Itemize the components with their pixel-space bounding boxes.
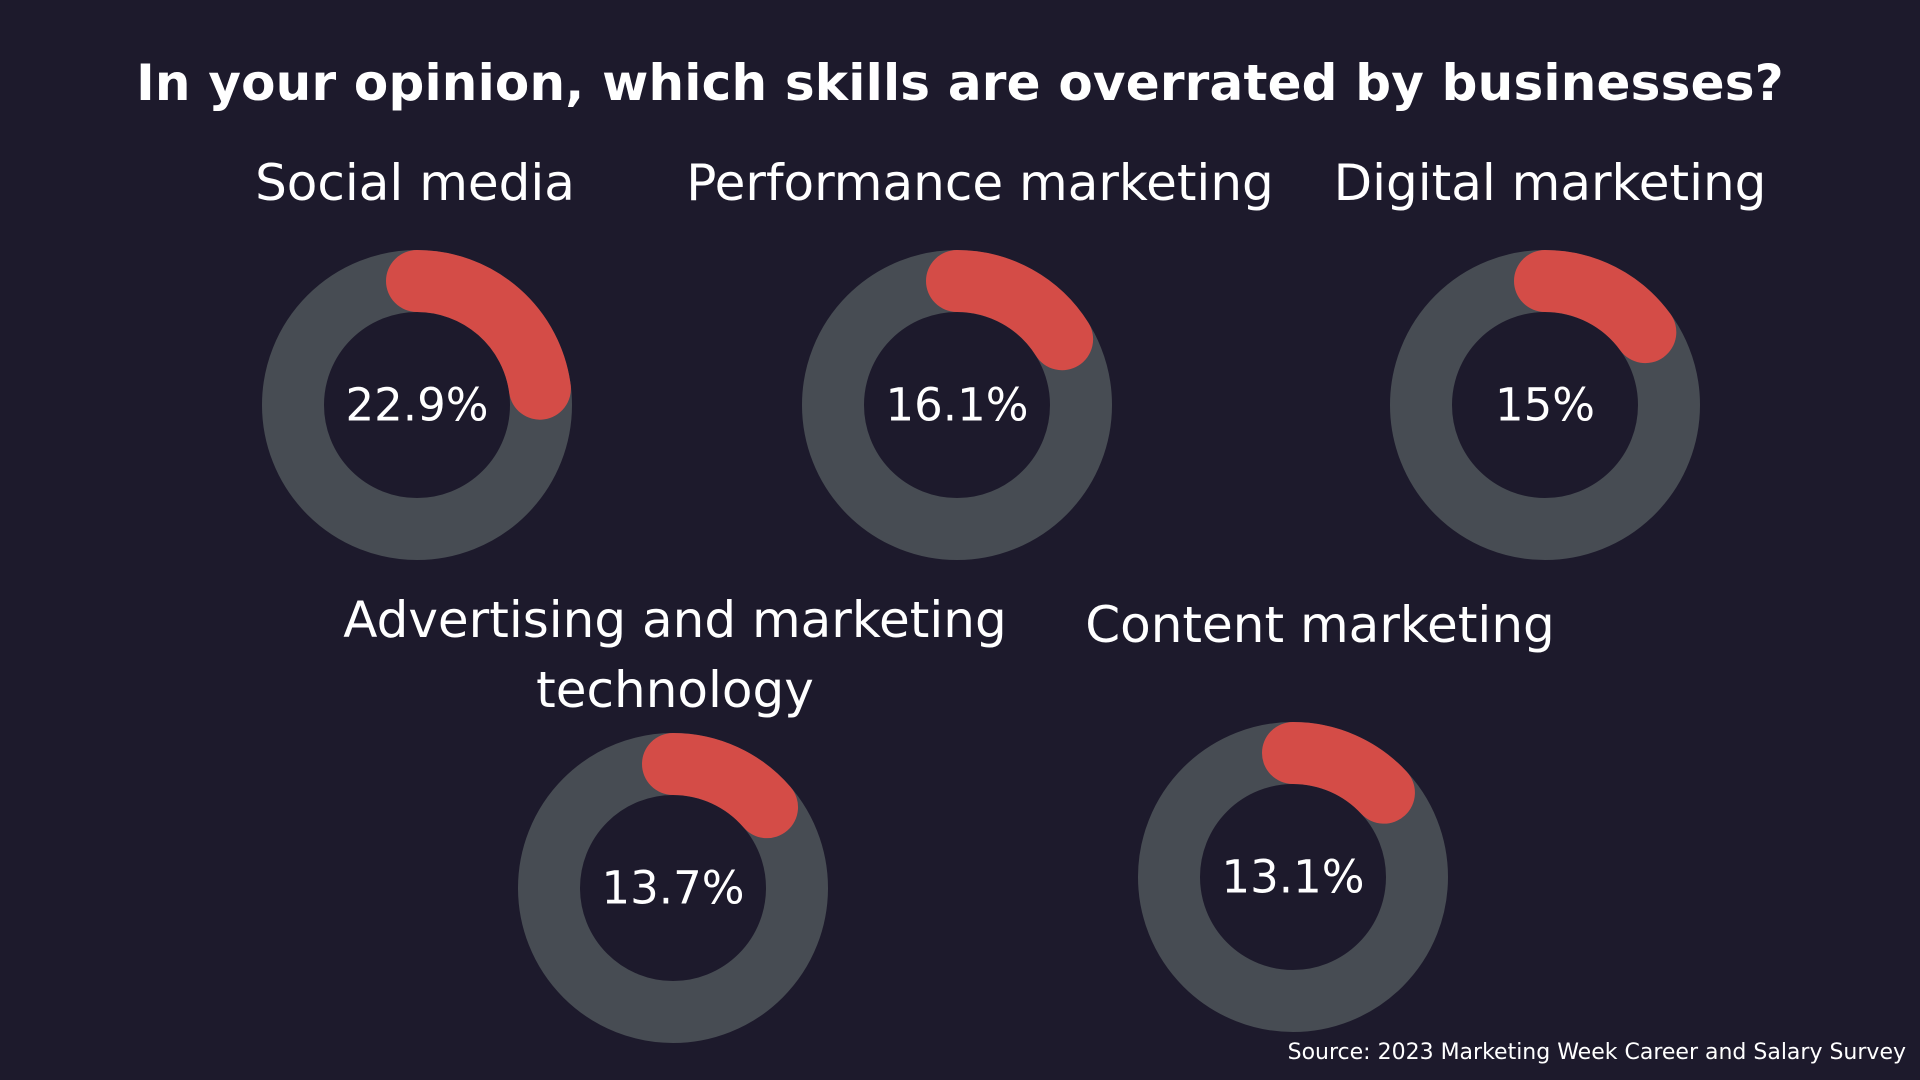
donut-chart-performance-marketing: 16.1% bbox=[802, 250, 1112, 560]
source-note: Source: 2023 Marketing Week Career and S… bbox=[1287, 1040, 1906, 1065]
value-label-social-media: 22.9% bbox=[346, 379, 489, 432]
donut-value-arc bbox=[642, 733, 799, 839]
donut-value-arc bbox=[386, 250, 571, 420]
category-label-performance-marketing: Performance marketing bbox=[686, 154, 1274, 212]
donut-chart-digital-marketing: 15% bbox=[1390, 250, 1700, 560]
donut-value-arc bbox=[1262, 722, 1415, 824]
category-label-social-media: Social media bbox=[255, 154, 575, 212]
value-label-advertising-and-marketing-technology: 13.7% bbox=[602, 862, 745, 915]
donut-chart-content-marketing: 13.1% bbox=[1138, 722, 1448, 1032]
category-label-advertising-and-marketing-technology: Advertising and marketing technology bbox=[343, 591, 1007, 719]
category-label-content-marketing: Content marketing bbox=[1085, 596, 1555, 654]
chart-title: In your opinion, which skills are overra… bbox=[136, 54, 1784, 112]
donut-chart-social-media: 22.9% bbox=[262, 250, 572, 560]
donut-value-arc bbox=[1514, 250, 1677, 364]
value-label-digital-marketing: 15% bbox=[1495, 379, 1595, 432]
donut-value-arc bbox=[926, 250, 1094, 371]
category-label-digital-marketing: Digital marketing bbox=[1333, 154, 1767, 212]
value-label-content-marketing: 13.1% bbox=[1222, 851, 1365, 904]
donut-chart-advertising-and-marketing-technology: 13.7% bbox=[518, 733, 828, 1043]
value-label-performance-marketing: 16.1% bbox=[886, 379, 1029, 432]
